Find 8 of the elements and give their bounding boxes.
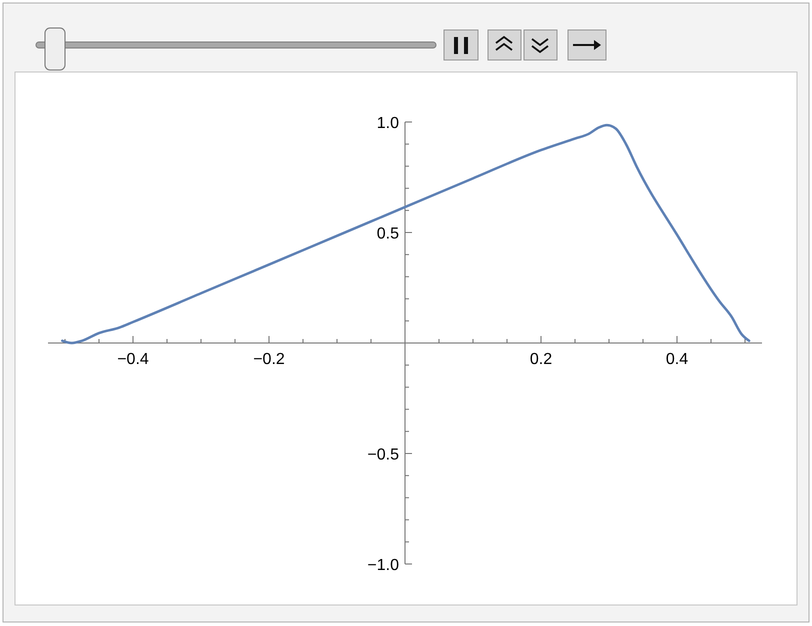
x-tick-label: −0.4 xyxy=(117,351,149,368)
x-tick-label: −0.2 xyxy=(253,351,285,368)
y-tick-label: −1.0 xyxy=(367,557,400,574)
y-tick-label: −0.5 xyxy=(367,446,400,464)
y-tick-label: 1.0 xyxy=(376,115,400,132)
y-tick-label: 0.5 xyxy=(376,226,400,242)
x-tick-label: 0.4 xyxy=(666,351,688,368)
x-tick-label: 0.2 xyxy=(530,351,552,368)
